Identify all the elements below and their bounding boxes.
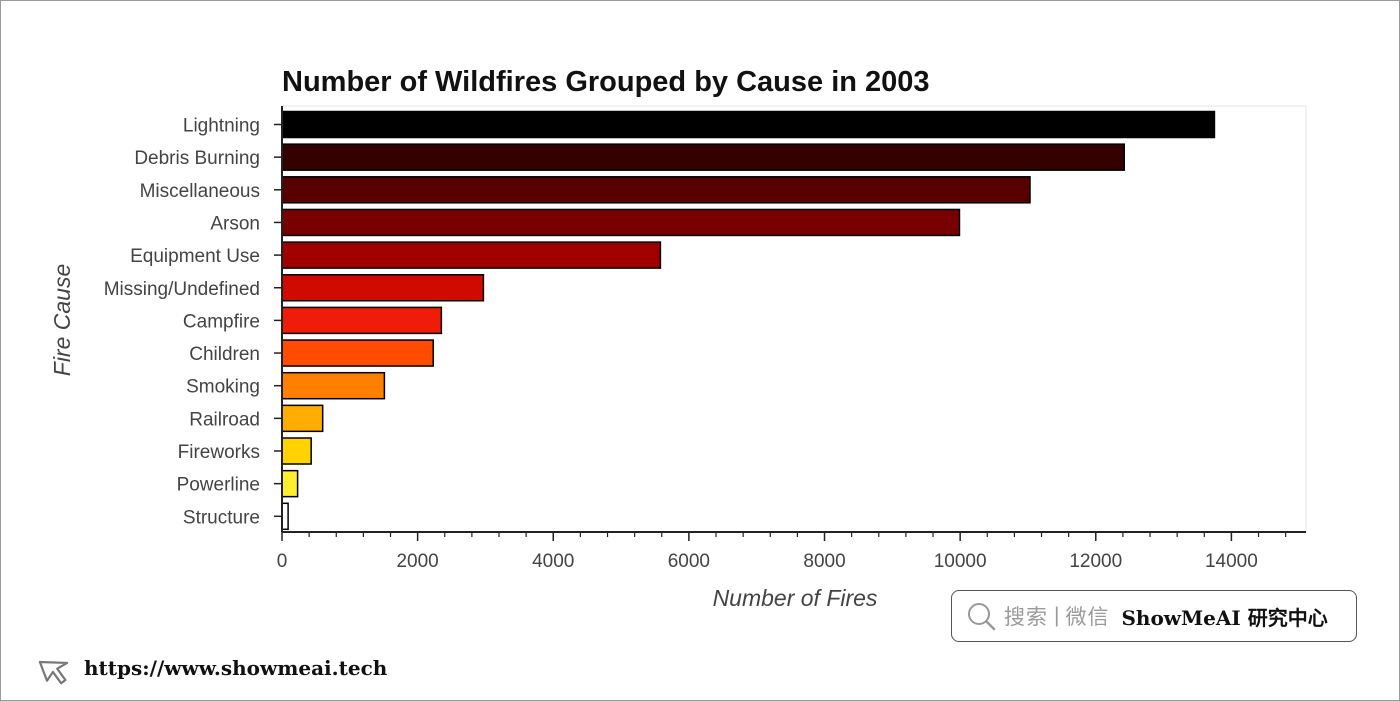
- wechat-text: 微信: [1065, 606, 1110, 629]
- y-tick-label: Debris Burning: [134, 148, 260, 169]
- y-tick-label: Miscellaneous: [140, 181, 260, 202]
- bar-equipment-use: [281, 241, 662, 269]
- y-axis-label: Fire Cause: [49, 264, 75, 376]
- wechat-search-badge: 搜索 | 微信 ShowMeAI 研究中心: [951, 590, 1357, 642]
- y-tick-label: Structure: [183, 507, 260, 528]
- bar-railroad: [281, 404, 324, 433]
- y-tick-label: Children: [189, 344, 260, 365]
- bar-missing-undefined: [281, 274, 485, 302]
- chart-title: Number of Wildfires Grouped by Cause in …: [282, 66, 930, 98]
- x-tick-label: 2000: [396, 551, 438, 572]
- y-tick-label: Lightning: [183, 116, 260, 137]
- y-tick-label: Arson: [210, 213, 260, 234]
- y-tick-label: Smoking: [186, 377, 260, 398]
- y-tick-label: Missing/Undefined: [104, 279, 260, 300]
- y-tick-label: Equipment Use: [130, 246, 260, 267]
- bar-debris-burning: [281, 143, 1126, 171]
- bar-lightning: [281, 110, 1216, 139]
- x-tick-label: 6000: [668, 551, 710, 572]
- magnifier-icon: [968, 603, 996, 631]
- x-tick-label: 4000: [532, 551, 574, 572]
- cursor-arrow-icon: [38, 660, 69, 685]
- x-tick-label: 12000: [1069, 551, 1122, 572]
- y-tick-label: Powerline: [177, 475, 260, 496]
- bar-arson: [281, 208, 961, 237]
- bar-campfire: [281, 306, 443, 335]
- bar-miscellaneous: [281, 176, 1031, 204]
- search-text: 搜索: [1004, 606, 1048, 629]
- footer-link[interactable]: https://www.showmeai.tech: [38, 650, 387, 686]
- bar-fireworks: [281, 437, 312, 465]
- badge-divider: |: [1054, 604, 1060, 627]
- bar-smoking: [281, 371, 386, 400]
- x-axis-label: Number of Fires: [713, 585, 878, 611]
- brand-name: ShowMeAI 研究中心: [1121, 605, 1328, 630]
- y-tick-label: Railroad: [189, 409, 260, 430]
- y-tick-label: Campfire: [183, 311, 260, 332]
- y-tick-label: Fireworks: [178, 442, 260, 463]
- x-tick-label: 8000: [803, 551, 845, 572]
- x-tick-label: 14000: [1205, 551, 1258, 572]
- website-url[interactable]: https://www.showmeai.tech: [84, 656, 388, 680]
- x-tick-label: 10000: [934, 551, 987, 572]
- bar-powerline: [281, 469, 299, 498]
- x-tick-label: 0: [277, 551, 288, 572]
- plot-area: Lightning Debris Burning Miscellaneous Arso…: [104, 105, 1307, 572]
- bar-children: [281, 339, 434, 367]
